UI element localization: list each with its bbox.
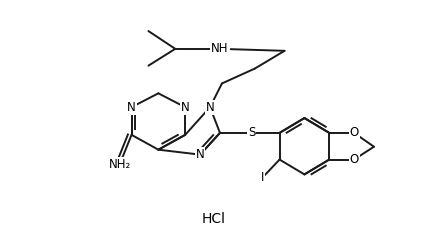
Text: N: N [181,101,190,114]
Text: O: O [349,126,359,139]
Text: HCl: HCl [202,212,226,226]
Text: O: O [349,153,359,166]
Text: NH₂: NH₂ [108,158,131,171]
Text: NH: NH [211,42,229,55]
Text: N: N [196,148,205,161]
Text: S: S [248,126,256,139]
Text: N: N [127,101,136,114]
Text: N: N [205,101,214,114]
Text: I: I [261,171,265,184]
